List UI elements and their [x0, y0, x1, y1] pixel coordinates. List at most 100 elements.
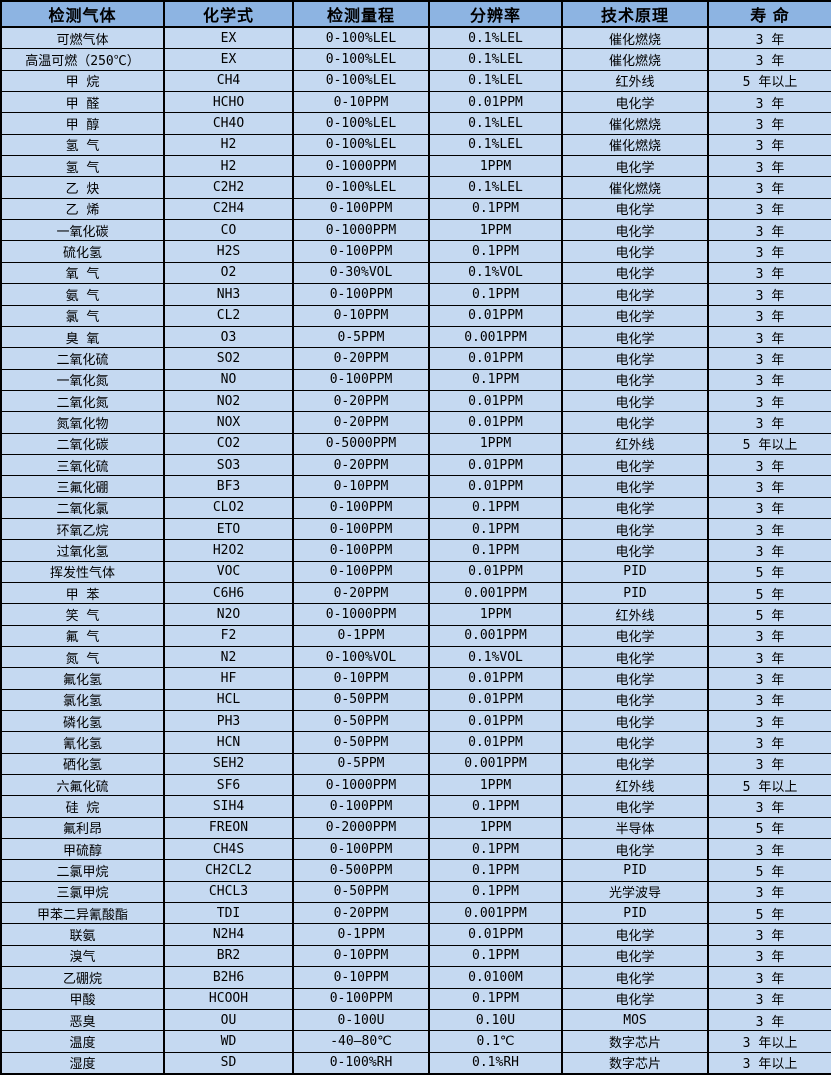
- cell-principle: 电化学: [561, 667, 709, 690]
- cell-resolution: 0.01PPM: [428, 304, 563, 327]
- cell-gas-name: 环氧乙烷: [0, 517, 165, 541]
- cell-lifespan: 3 年: [707, 219, 831, 242]
- cell-range: 0-100PPM: [292, 517, 430, 541]
- cell-lifespan: 3 年: [707, 389, 831, 413]
- cell-lifespan: 3 年: [707, 368, 831, 391]
- cell-formula: CO: [163, 219, 294, 242]
- cell-range: 0-100%RH: [292, 1051, 430, 1075]
- cell-range: 0-10PPM: [292, 304, 430, 327]
- cell-lifespan: 5 年以上: [707, 774, 831, 797]
- cell-resolution: 0.01PPM: [428, 923, 563, 946]
- cell-formula: C2H4: [163, 197, 294, 221]
- cell-lifespan: 3 年: [707, 944, 831, 968]
- cell-lifespan: 5 年以上: [707, 432, 831, 455]
- cell-formula: CHCL3: [163, 880, 294, 904]
- cell-resolution: 0.01PPM: [428, 347, 563, 370]
- cell-lifespan: 3 年: [707, 325, 831, 349]
- cell-formula: WD: [163, 1030, 294, 1053]
- cell-range: 0-20PPM: [292, 347, 430, 370]
- cell-formula: C6H6: [163, 581, 294, 605]
- cell-gas-name: 可燃气体: [0, 26, 165, 50]
- cell-lifespan: 3 年: [707, 347, 831, 370]
- cell-gas-name: 笑 气: [0, 603, 165, 626]
- cell-range: -40—80℃: [292, 1030, 430, 1053]
- cell-resolution: 0.1%LEL: [428, 112, 563, 135]
- cell-gas-name: 一氧化氮: [0, 368, 165, 391]
- table-row: 二氧化氮 NO2 0-20PPM 0.01PPM 电化学 3 年: [0, 389, 831, 413]
- cell-formula: N2O: [163, 603, 294, 626]
- cell-principle: 电化学: [561, 475, 709, 498]
- table-row: 一氧化碳 CO 0-1000PPM 1PPM 电化学 3 年: [0, 219, 831, 242]
- cell-formula: SIH4: [163, 795, 294, 818]
- cell-formula: F2: [163, 624, 294, 648]
- cell-principle: PID: [561, 581, 709, 605]
- cell-gas-name: 高温可燃（250℃）: [0, 48, 165, 71]
- cell-resolution: 0.001PPM: [428, 902, 563, 925]
- table-row: 二氧化硫 SO2 0-20PPM 0.01PPM 电化学 3 年: [0, 347, 831, 370]
- cell-formula: O2: [163, 261, 294, 285]
- cell-resolution: 0.001PPM: [428, 581, 563, 605]
- cell-resolution: 0.1PPM: [428, 197, 563, 221]
- cell-range: 0-1PPM: [292, 624, 430, 648]
- cell-gas-name: 氯化氢: [0, 688, 165, 712]
- table-row: 甲 醇 CH4O 0-100%LEL 0.1%LEL 催化燃烧 3 年: [0, 112, 831, 135]
- cell-formula: O3: [163, 325, 294, 349]
- cell-formula: HCHO: [163, 91, 294, 114]
- cell-lifespan: 3 年: [707, 155, 831, 178]
- cell-resolution: 0.0100M: [428, 966, 563, 989]
- cell-resolution: 1PPM: [428, 219, 563, 242]
- cell-gas-name: 氨 气: [0, 283, 165, 306]
- table-body: 可燃气体 EX 0-100%LEL 0.1%LEL 催化燃烧 3 年 高温可燃（…: [0, 26, 831, 1075]
- col-header-lifespan: 寿 命: [707, 0, 831, 28]
- cell-formula: CH4O: [163, 112, 294, 135]
- cell-formula: CH4S: [163, 838, 294, 861]
- cell-lifespan: 3 年: [707, 133, 831, 157]
- cell-resolution: 0.1℃: [428, 1030, 563, 1053]
- table-row: 硒化氢 SEH2 0-5PPM 0.001PPM 电化学 3 年: [0, 752, 831, 776]
- cell-lifespan: 3 年: [707, 453, 831, 477]
- cell-lifespan: 3 年: [707, 112, 831, 135]
- cell-principle: 电化学: [561, 368, 709, 391]
- cell-resolution: 0.01PPM: [428, 411, 563, 434]
- cell-principle: 红外线: [561, 432, 709, 455]
- table-row: 氧 气 O2 0-30%VOL 0.1%VOL 电化学 3 年: [0, 261, 831, 285]
- cell-principle: 电化学: [561, 496, 709, 519]
- cell-lifespan: 3 年: [707, 645, 831, 669]
- cell-formula: EX: [163, 26, 294, 50]
- cell-principle: 电化学: [561, 645, 709, 669]
- cell-principle: 电化学: [561, 197, 709, 221]
- table-row: 溴气 BR2 0-10PPM 0.1PPM 电化学 3 年: [0, 944, 831, 968]
- table-row: 二氧化氯 CLO2 0-100PPM 0.1PPM 电化学 3 年: [0, 496, 831, 519]
- cell-principle: 催化燃烧: [561, 48, 709, 71]
- cell-formula: N2H4: [163, 923, 294, 946]
- cell-resolution: 0.1%LEL: [428, 48, 563, 71]
- table-row: 磷化氢 PH3 0-50PPM 0.01PPM 电化学 3 年: [0, 710, 831, 733]
- cell-resolution: 0.10U: [428, 1008, 563, 1032]
- cell-principle: 电化学: [561, 624, 709, 648]
- cell-gas-name: 三氧化硫: [0, 453, 165, 477]
- cell-principle: PID: [561, 902, 709, 925]
- cell-resolution: 0.1%LEL: [428, 133, 563, 157]
- cell-resolution: 0.1PPM: [428, 880, 563, 904]
- cell-lifespan: 3 年: [707, 624, 831, 648]
- cell-formula: H2: [163, 133, 294, 157]
- table-row: 挥发性气体 VOC 0-100PPM 0.01PPM PID 5 年: [0, 560, 831, 583]
- cell-gas-name: 二氧化氮: [0, 389, 165, 413]
- table-row: 环氧乙烷 ETO 0-100PPM 0.1PPM 电化学 3 年: [0, 517, 831, 541]
- cell-lifespan: 3 年: [707, 517, 831, 541]
- table-row: 乙 烯 C2H4 0-100PPM 0.1PPM 电化学 3 年: [0, 197, 831, 221]
- cell-principle: 电化学: [561, 283, 709, 306]
- cell-resolution: 0.01PPM: [428, 475, 563, 498]
- cell-principle: 电化学: [561, 710, 709, 733]
- cell-resolution: 1PPM: [428, 603, 563, 626]
- cell-principle: 电化学: [561, 325, 709, 349]
- table-row: 氢 气 H2 0-1000PPM 1PPM 电化学 3 年: [0, 155, 831, 178]
- cell-range: 0-5PPM: [292, 752, 430, 776]
- cell-range: 0-100PPM: [292, 838, 430, 861]
- cell-range: 0-50PPM: [292, 731, 430, 754]
- cell-gas-name: 二氧化硫: [0, 347, 165, 370]
- cell-formula: H2: [163, 155, 294, 178]
- cell-lifespan: 3 年: [707, 731, 831, 754]
- cell-principle: 电化学: [561, 923, 709, 946]
- cell-resolution: 0.1PPM: [428, 987, 563, 1010]
